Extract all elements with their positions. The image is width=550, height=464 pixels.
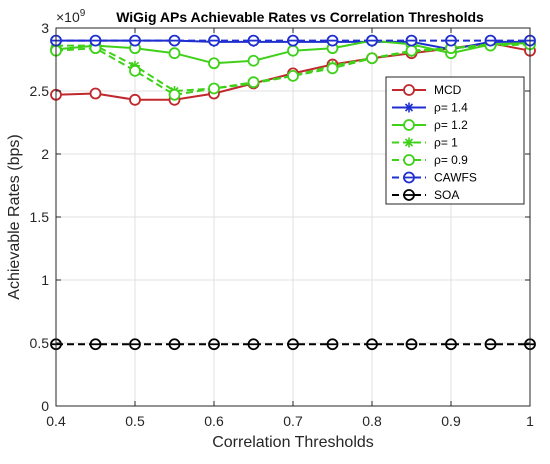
data-point	[168, 88, 181, 101]
x-axis-title: Correlation Thresholds	[212, 434, 374, 451]
legend-swatch-marker	[403, 119, 415, 131]
legend-item: ρ= 1	[392, 136, 458, 150]
y-tick-label: 2.5	[30, 83, 50, 99]
x-tick-label: 1	[526, 413, 534, 429]
data-point	[208, 82, 220, 95]
x-tick-label: 0.5	[125, 413, 145, 429]
y-exponent-base: ×10	[56, 9, 80, 25]
data-point	[129, 93, 141, 106]
data-point	[208, 338, 220, 351]
legend-swatch-marker	[403, 189, 415, 201]
y-axis-title: Achievable Rates (bps)	[6, 134, 23, 299]
legend-label: ρ= 1.2	[434, 118, 468, 132]
data-point	[326, 62, 339, 75]
data-point	[168, 338, 181, 351]
legend-label: ρ= 0.9	[434, 153, 468, 167]
data-point	[366, 52, 378, 65]
data-point	[168, 34, 181, 47]
data-point	[129, 338, 141, 351]
data-point	[484, 34, 497, 47]
data-point	[326, 34, 339, 47]
y-tick-label: 2	[41, 146, 49, 162]
legend-item: ρ= 1.2	[392, 118, 468, 132]
y-exponent: ×109	[56, 8, 86, 25]
data-point	[89, 338, 102, 351]
data-point	[405, 34, 418, 47]
y-tick-label: 0	[41, 398, 49, 414]
data-point	[247, 54, 260, 67]
data-point	[208, 57, 220, 70]
y-tick-label: 1.5	[30, 209, 50, 225]
data-point	[445, 338, 457, 351]
data-point	[405, 338, 418, 351]
legend-item: ρ= 1.4	[392, 101, 468, 115]
data-point	[247, 76, 260, 89]
legend-label: MCD	[434, 83, 462, 97]
legend-swatch-marker	[403, 84, 415, 96]
data-point	[89, 34, 102, 47]
legend: MCD ρ= 1.4 ρ= 1.2 ρ= 1 ρ= 0.9 CAWFS SOA	[385, 76, 525, 205]
x-tick-label: 0.9	[441, 413, 461, 429]
data-point	[405, 44, 418, 57]
ticks: 0.4 0.5 0.6 0.7 0.8 0.9 1 0 0.5 1 1.5 2 2.5 3	[30, 20, 535, 429]
y-tick-label: 1	[41, 272, 49, 288]
legend-item: MCD	[392, 83, 462, 97]
data-point	[287, 34, 299, 47]
legend-swatch-marker	[404, 137, 414, 148]
data-point	[208, 34, 220, 47]
legend-item: SOA	[392, 188, 459, 202]
x-tick-label: 0.7	[283, 413, 303, 429]
x-tick-label: 0.6	[204, 413, 224, 429]
data-point	[287, 44, 299, 57]
marker-stroke	[404, 103, 414, 112]
legend-swatch-marker	[403, 171, 415, 184]
data-point	[445, 34, 457, 47]
data-point	[326, 338, 339, 351]
chart-title: WiGig APs Achievable Rates vs Correlatio…	[116, 9, 484, 25]
legend-swatch-marker	[403, 154, 415, 166]
legend-swatch-marker	[404, 102, 414, 113]
data-point	[287, 69, 299, 82]
legend-label: ρ= 1.4	[434, 101, 468, 115]
y-tick-label: 0.5	[30, 335, 50, 351]
legend-label: CAWFS	[434, 171, 477, 185]
data-point	[366, 34, 378, 47]
data-point	[287, 338, 299, 351]
legend-item: ρ= 0.9	[392, 153, 468, 167]
legend-label: ρ= 1	[434, 136, 458, 150]
marker-stroke	[404, 138, 414, 147]
series-layer	[50, 34, 536, 351]
legend-item: CAWFS	[392, 171, 477, 185]
data-point	[247, 34, 260, 47]
data-point	[129, 64, 141, 77]
y-tick-label: 3	[41, 20, 49, 36]
y-exponent-power: 9	[80, 8, 86, 19]
data-point	[129, 34, 141, 47]
x-tick-label: 0.8	[362, 413, 382, 429]
data-point	[168, 47, 181, 60]
x-tick-label: 0.4	[46, 413, 66, 429]
legend-label: SOA	[434, 188, 459, 202]
data-point	[366, 338, 378, 351]
legend-items: MCD ρ= 1.4 ρ= 1.2 ρ= 1 ρ= 0.9 CAWFS SOA	[392, 83, 477, 202]
data-point	[247, 338, 260, 351]
series-SOA	[50, 338, 536, 351]
data-point	[89, 87, 102, 100]
data-point	[484, 338, 497, 351]
